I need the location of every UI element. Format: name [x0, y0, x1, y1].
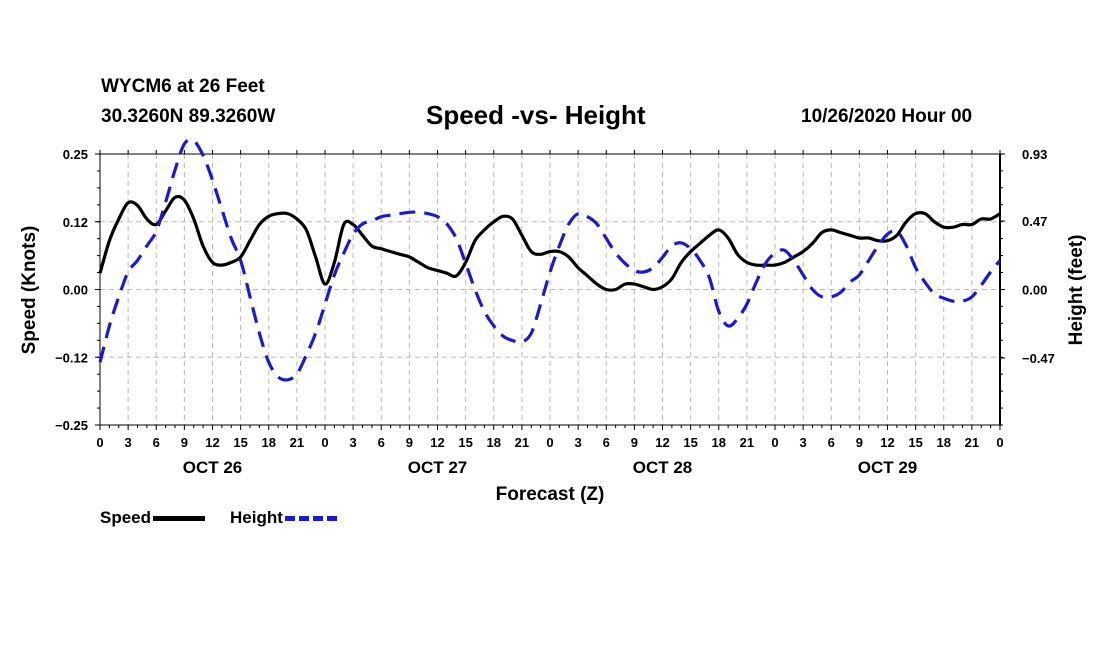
day-label: OCT 28	[633, 458, 693, 477]
x-tick-label: 12	[205, 435, 219, 450]
speed-series-line	[98, 194, 1001, 292]
x-tick-label: 3	[350, 435, 357, 450]
legend-speed-swatch	[153, 516, 206, 522]
height-series-line	[98, 138, 1002, 382]
x-tick-label: 18	[262, 435, 276, 450]
x-tick-label: 9	[181, 435, 188, 450]
legend-height-label: Height	[230, 508, 283, 527]
x-tick-label: 3	[125, 435, 132, 450]
x-tick-label: 0	[771, 435, 778, 450]
legend-height: Height	[230, 508, 337, 528]
x-tick-label: 9	[631, 435, 638, 450]
y-axis-right-title: Height (feet)	[1066, 235, 1087, 346]
coordinates-label: 30.3260N 89.3260W	[101, 106, 276, 127]
x-tick-label: 21	[515, 435, 529, 450]
day-label: OCT 27	[408, 458, 468, 477]
x-tick-label: 6	[828, 435, 835, 450]
x-tick-label: 12	[430, 435, 444, 450]
y-axis-left-title: Speed (Knots)	[19, 226, 40, 355]
legend-speed-label: Speed	[100, 508, 152, 527]
x-tick-label: 0	[996, 435, 1003, 450]
x-tick-label: 12	[880, 435, 894, 450]
x-tick-label: 15	[233, 435, 247, 450]
x-tick-label: 18	[712, 435, 726, 450]
axis-ticks: 0 3 6 9 12 15 18 21 0 3 6 9 12 15 18 21 0 3 6 9 12 15 18 21 0 3 6 9…	[55, 147, 1055, 477]
station-label: WYCM6 at 26 Feet	[101, 76, 265, 97]
series	[98, 138, 1002, 382]
x-axis-title: Forecast (Z)	[496, 484, 605, 505]
x-tick-label: 6	[603, 435, 610, 450]
y-left-tick-label: 0.00	[63, 283, 88, 298]
day-label: OCT 29	[858, 458, 918, 477]
x-tick-label: 15	[908, 435, 922, 450]
x-tick-label: 9	[856, 435, 863, 450]
x-tick-label: 21	[290, 435, 304, 450]
y-right-tick-label: −0.47	[1022, 351, 1055, 366]
legend-speed: Speed	[100, 508, 206, 528]
y-left-tick-label: −0.25	[55, 418, 88, 433]
y-right-tick-label: 0.00	[1022, 283, 1047, 298]
x-tick-label: 18	[487, 435, 501, 450]
x-tick-label: 0	[96, 435, 103, 450]
x-tick-label: 3	[800, 435, 807, 450]
x-tick-label: 15	[458, 435, 472, 450]
x-tick-label: 0	[546, 435, 553, 450]
x-tick-label: 3	[575, 435, 582, 450]
x-tick-label: 15	[683, 435, 697, 450]
x-tick-label: 9	[406, 435, 413, 450]
chart-title: Speed -vs- Height	[426, 100, 646, 130]
x-tick-label: 0	[321, 435, 328, 450]
x-tick-label: 21	[740, 435, 754, 450]
y-left-tick-label: 0.25	[63, 147, 88, 162]
y-right-tick-label: 0.47	[1022, 214, 1047, 229]
y-right-tick-label: 0.93	[1022, 147, 1047, 162]
forecast-datetime: 10/26/2020 Hour 00	[801, 106, 973, 127]
grid	[100, 154, 1000, 425]
y-left-tick-label: −0.12	[55, 350, 88, 365]
x-tick-label: 21	[965, 435, 979, 450]
x-tick-label: 12	[655, 435, 669, 450]
legend-height-swatch	[284, 516, 337, 522]
x-tick-label: 6	[378, 435, 385, 450]
y-left-tick-label: 0.12	[63, 215, 88, 230]
x-tick-label: 18	[937, 435, 951, 450]
day-label: OCT 26	[183, 458, 243, 477]
x-tick-label: 6	[153, 435, 160, 450]
